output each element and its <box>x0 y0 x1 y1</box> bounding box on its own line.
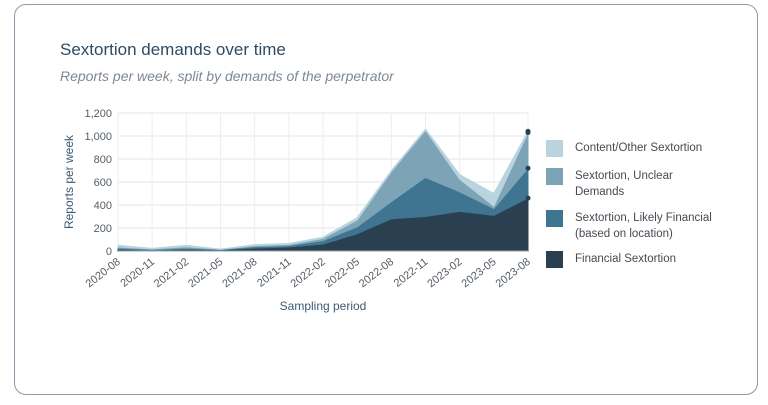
chart-subtitle: Reports per week, split by demands of th… <box>60 68 394 84</box>
legend-item-likely-financial[interactable]: Sextortion, Likely Financial (based on l… <box>546 210 725 242</box>
x-tick-labels: 2020-082020-112021-022021-052021-082021-… <box>84 256 533 290</box>
legend-swatch <box>546 210 563 227</box>
x-axis-label: Sampling period <box>280 299 367 313</box>
x-tick-label: 2021-02 <box>152 256 191 290</box>
x-tick-label: 2021-11 <box>255 256 294 290</box>
legend-swatch <box>546 140 563 157</box>
legend-label: Sextortion, Unclear Demands <box>575 170 673 198</box>
series-end-dot <box>525 128 531 134</box>
legend-item-financial[interactable]: Financial Sextortion <box>546 251 725 268</box>
x-tick-label: 2022-05 <box>323 256 362 290</box>
legend-label: Financial Sextortion <box>575 253 676 265</box>
x-tick-label: 2023-05 <box>459 256 498 290</box>
legend-label: Sextortion, Likely Financial (based on l… <box>575 212 712 240</box>
series-end-dot <box>525 165 531 171</box>
legend-label: Content/Other Sextortion <box>575 142 703 154</box>
legend-swatch <box>546 168 563 185</box>
x-tick-label: 2022-11 <box>392 256 431 290</box>
y-tick-label: 800 <box>94 154 112 166</box>
x-tick-label: 2020-11 <box>118 256 157 290</box>
y-axis-label: Reports per week <box>62 134 76 229</box>
series-end-dot <box>525 195 531 201</box>
legend-item-content-other[interactable]: Content/Other Sextortion <box>546 140 725 157</box>
legend-item-unclear-demands[interactable]: Sextortion, Unclear Demands <box>546 168 725 200</box>
y-tick-label: 1,000 <box>84 131 112 143</box>
y-tick-label: 400 <box>94 200 112 212</box>
x-tick-label: 2023-08 <box>494 256 533 290</box>
chart-title: Sextortion demands over time <box>60 40 286 59</box>
x-tick-label: 2023-02 <box>425 256 464 290</box>
y-tick-labels: 0 200 400 600 800 1,000 1,200 <box>84 108 112 258</box>
x-tick-label: 2022-02 <box>289 256 328 290</box>
x-tick-label: 2021-05 <box>186 256 225 290</box>
y-tick-label: 200 <box>94 223 112 235</box>
x-tick-label: 2022-08 <box>357 256 396 290</box>
legend-swatch <box>546 251 563 268</box>
series-end-dots <box>525 128 531 201</box>
y-tick-label: 0 <box>106 246 112 258</box>
x-tick-label: 2020-08 <box>84 256 123 290</box>
y-tick-label: 1,200 <box>84 108 112 120</box>
x-tick-label: 2021-08 <box>220 256 259 290</box>
y-tick-label: 600 <box>94 177 112 189</box>
